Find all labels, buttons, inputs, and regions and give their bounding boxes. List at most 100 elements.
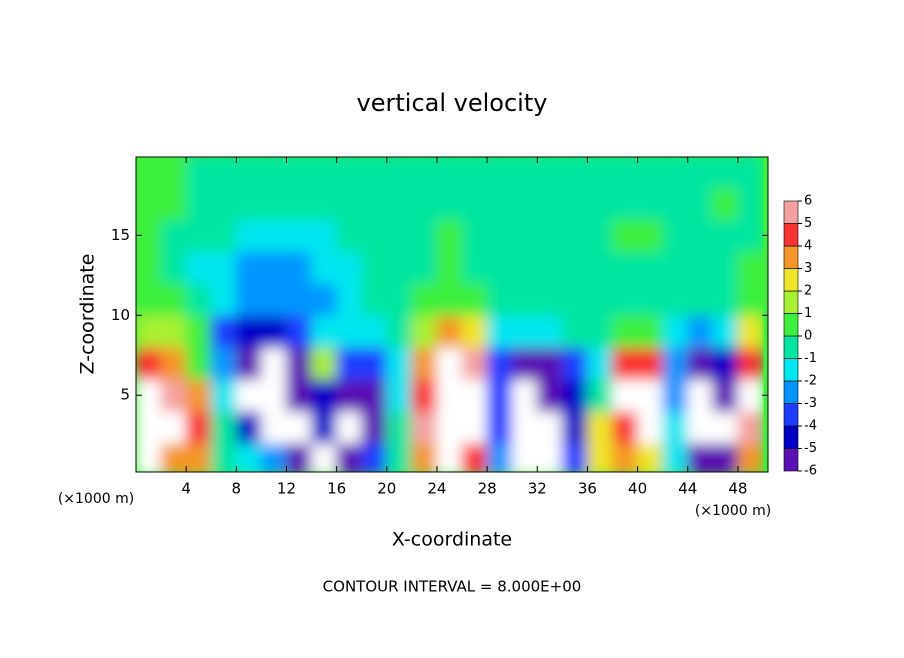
heatmap-cell (311, 314, 338, 348)
heatmap-cell (311, 282, 338, 316)
heatmap-cell (361, 346, 388, 380)
heatmap-cell (561, 186, 588, 220)
colorbar-swatch (783, 313, 799, 337)
y-tick-label: 15 (111, 226, 130, 244)
heatmap-cell (136, 186, 162, 220)
heatmap-cell (511, 314, 538, 348)
heatmap-cell (737, 282, 764, 316)
heatmap-cell (210, 378, 237, 412)
heatmap-cell (311, 410, 338, 444)
heatmap-cell (210, 282, 237, 316)
x-tick-label: 44 (678, 480, 697, 498)
heatmap-cell (411, 442, 438, 472)
heatmap-cell (662, 186, 689, 220)
heatmap-cell (411, 250, 438, 284)
heatmap-cell (160, 442, 187, 472)
heatmap-cell (586, 378, 614, 412)
heatmap-cell (561, 442, 588, 472)
colorbar-label: 6 (804, 194, 812, 209)
heatmap-cell (235, 282, 262, 316)
heatmap-cell (235, 250, 262, 284)
heatmap-cell (536, 410, 563, 444)
heatmap-cell (436, 442, 463, 472)
heatmap-cell (662, 157, 689, 188)
heatmap-cell (285, 410, 313, 444)
heatmap-cell (511, 410, 538, 444)
heatmap-cell (136, 442, 162, 472)
colorbar-label: 0 (804, 329, 812, 344)
heatmap-cell (336, 157, 363, 188)
heatmap-cell (461, 218, 488, 252)
colorbar-label: -6 (804, 464, 817, 479)
colorbar-swatch (783, 448, 799, 472)
heatmap-cell (586, 442, 614, 472)
heatmap-cell (311, 186, 338, 220)
heatmap-cell (637, 410, 664, 444)
heatmap-cell (136, 250, 162, 284)
heatmap-cell (185, 442, 212, 472)
heatmap-cell (486, 186, 513, 220)
heatmap-cell (687, 442, 714, 472)
heatmap-cell (486, 314, 513, 348)
heatmap-cell (311, 378, 338, 412)
colorbar-label: -3 (804, 396, 817, 411)
heatmap-cell (662, 378, 689, 412)
heatmap-cell (561, 218, 588, 252)
heatmap-cell (285, 218, 313, 252)
colorbar-swatch (783, 403, 799, 427)
heatmap-cell (160, 314, 187, 348)
heatmap-cell (586, 250, 614, 284)
heatmap-cell (210, 157, 237, 188)
heatmap-cell (687, 410, 714, 444)
heatmap-cell (160, 250, 187, 284)
heatmap-cell (662, 218, 689, 252)
y-axis-label: Z-coordinate (77, 254, 99, 375)
heatmap-cell (586, 410, 614, 444)
x-tick-label: 4 (181, 480, 191, 498)
heatmap-cell (185, 410, 212, 444)
heatmap-cell (260, 282, 287, 316)
heatmap-cell (436, 250, 463, 284)
heatmap-cell (536, 250, 563, 284)
heatmap-cell (411, 346, 438, 380)
heatmap-cell (285, 157, 313, 188)
colorbar-label: -5 (804, 441, 817, 456)
heatmap-cell (586, 186, 614, 220)
heatmap-cell (586, 314, 614, 348)
heatmap-cell (436, 346, 463, 380)
heatmap-cell (586, 346, 614, 380)
heatmap-cell (486, 218, 513, 252)
heatmap-cell (285, 250, 313, 284)
heatmap-cell (637, 186, 664, 220)
heatmap-cell (436, 157, 463, 188)
heatmap-cell (461, 314, 488, 348)
colorbar-label: -2 (804, 374, 817, 389)
heatmap-cell (361, 186, 388, 220)
heatmap-cell (561, 314, 588, 348)
x-unit-label: (×1000 m) (58, 491, 134, 507)
heatmap-cell (436, 410, 463, 444)
heatmap-cell (136, 346, 162, 380)
heatmap-cell (436, 186, 463, 220)
heatmap-cell (486, 378, 513, 412)
heatmap-cell (311, 442, 338, 472)
heatmap-cell (260, 314, 287, 348)
heatmap-cell (185, 157, 212, 188)
heatmap-cell (536, 186, 563, 220)
x-axis-label: X-coordinate (392, 529, 512, 551)
heatmap-cell (136, 157, 162, 188)
heatmap-cell (411, 218, 438, 252)
x-tick-label: 48 (728, 480, 747, 498)
colorbar-label: 4 (804, 239, 812, 254)
heatmap-cell (260, 186, 287, 220)
heatmap-cell (712, 250, 739, 284)
heatmap-cell (511, 378, 538, 412)
heatmap-cell (311, 218, 338, 252)
heatmap-cell (561, 410, 588, 444)
heatmap-cell (737, 314, 764, 348)
heatmap-cell (536, 378, 563, 412)
heatmap-cell (712, 282, 739, 316)
heatmap-cell (136, 282, 162, 316)
heatmap-cell (737, 186, 764, 220)
